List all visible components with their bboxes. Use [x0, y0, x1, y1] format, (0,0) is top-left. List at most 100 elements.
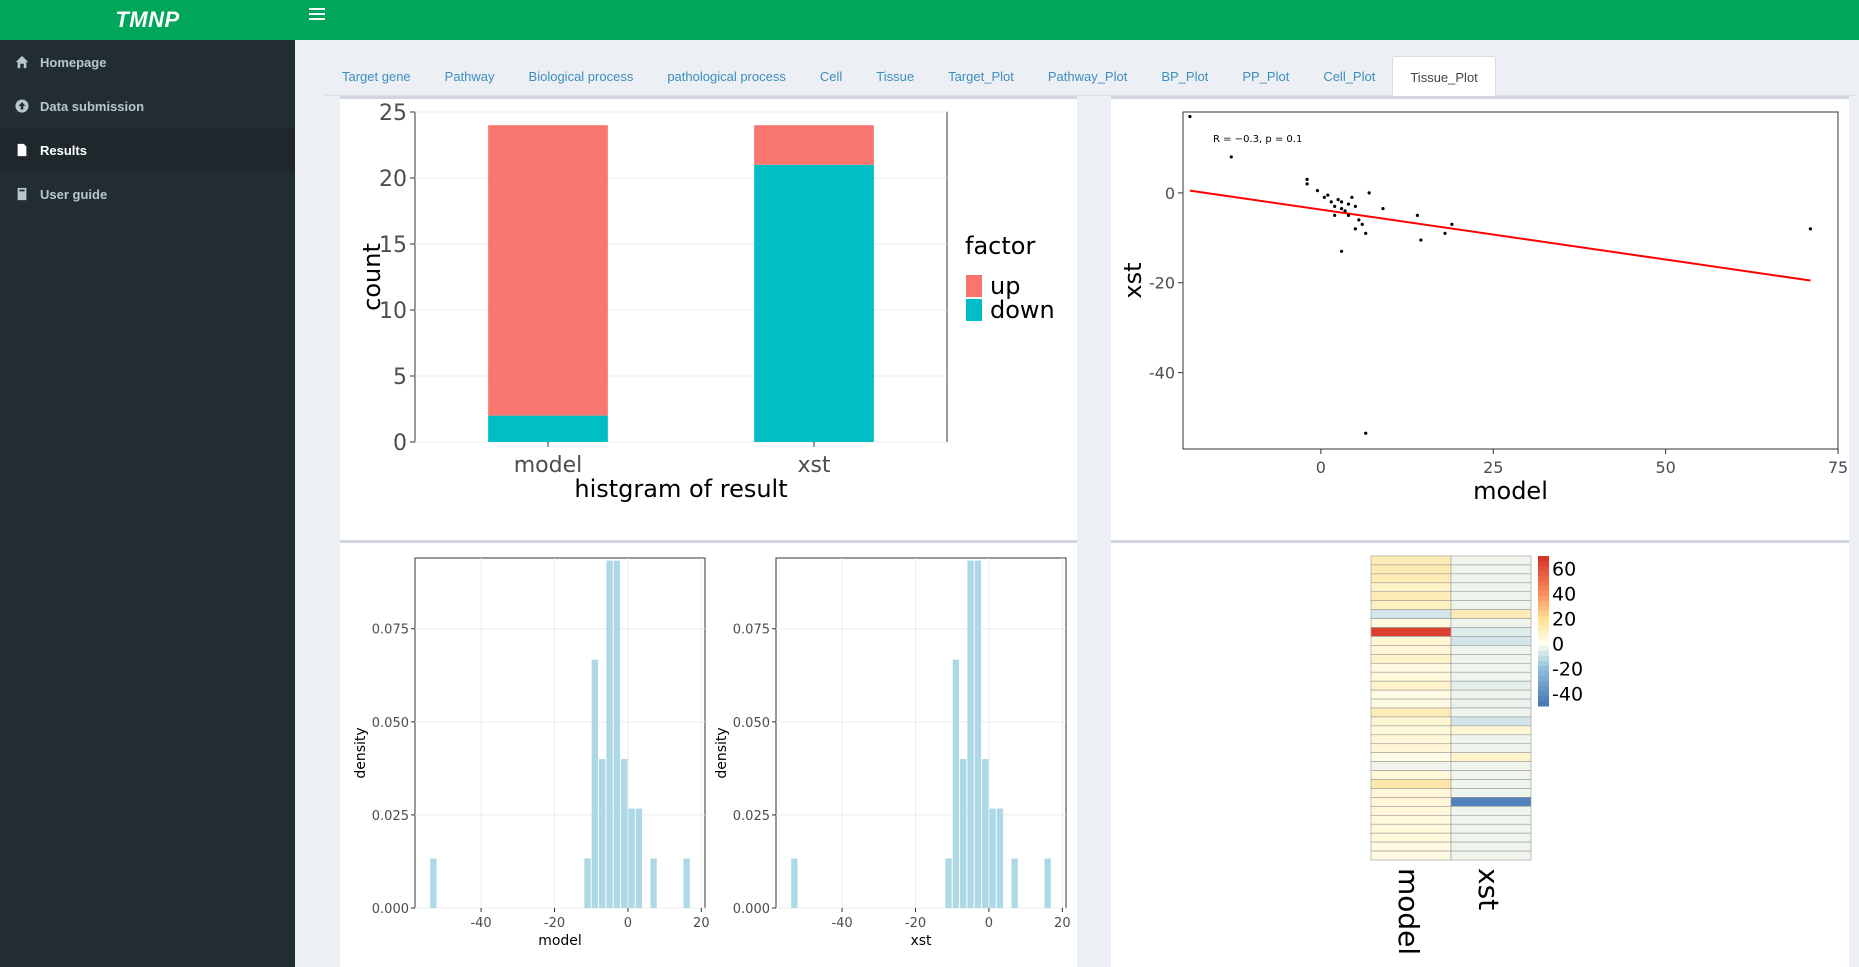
y-tick-label: 10	[379, 299, 407, 324]
scatter-point	[1343, 209, 1347, 213]
home-icon	[14, 54, 30, 70]
plot-area	[414, 557, 706, 909]
heatmap-cell	[1370, 725, 1452, 736]
scatter-point	[1339, 249, 1344, 253]
y-axis-title: count	[358, 243, 386, 311]
color-legend-step	[1538, 606, 1549, 612]
tab-target-plot[interactable]: Target_Plot	[948, 69, 1014, 84]
color-legend-step	[1538, 601, 1549, 607]
scatter-point	[1305, 182, 1309, 186]
scatter-point	[1326, 193, 1330, 197]
legend-swatch-down	[966, 299, 982, 321]
scatter-point	[1367, 191, 1371, 195]
scatter-point	[1315, 189, 1320, 193]
y-axis-title: density	[353, 727, 369, 778]
x-tick-label: 25	[1483, 458, 1503, 477]
sidebar-item-label: Results	[40, 142, 87, 158]
heatmap-cell	[1370, 707, 1452, 718]
color-legend-label: 60	[1552, 559, 1576, 581]
scatter-point	[1808, 227, 1813, 231]
y-tick-label: 0.050	[372, 716, 409, 731]
app-logo[interactable]: TMNP	[0, 0, 295, 40]
scatter-point	[1350, 195, 1354, 199]
sidebar-item-label: Homepage	[40, 54, 107, 70]
y-tick-label: 0.000	[372, 902, 409, 917]
tab-cell-plot[interactable]: Cell_Plot	[1323, 69, 1376, 84]
histogram-bar	[635, 808, 643, 908]
heatmap-cell	[1370, 564, 1452, 575]
legend-label: down	[990, 296, 1055, 324]
color-legend-step	[1538, 611, 1549, 617]
scatter-point	[1229, 155, 1233, 159]
bar-model-up	[488, 125, 608, 416]
legend-swatch-up	[966, 275, 982, 297]
tab-pathway[interactable]: Pathway	[444, 69, 495, 84]
histogram-bar	[650, 858, 657, 908]
scatter-point	[1353, 204, 1357, 208]
legend-title: factor	[965, 232, 1035, 260]
heatmap-cell	[1370, 555, 1452, 566]
heatmap-cell	[1370, 779, 1452, 789]
tab-bp-plot[interactable]: BP_Plot	[1161, 69, 1209, 84]
tab-target-gene[interactable]: Target gene	[342, 69, 411, 84]
upload-circle-icon	[14, 98, 30, 114]
y-tick-label: 15	[379, 233, 407, 258]
heatmap-cell	[1450, 841, 1532, 852]
tab-tissue-plot[interactable]: Tissue_Plot	[1392, 56, 1496, 96]
histogram-bar	[591, 659, 599, 908]
color-legend-step	[1538, 641, 1549, 647]
tab-pathway-plot[interactable]: Pathway_Plot	[1047, 69, 1128, 84]
scatter-point	[1305, 177, 1309, 181]
tab-tissue[interactable]: Tissue	[876, 69, 915, 84]
heatmap-cell	[1450, 627, 1532, 637]
y-tick-label: 0.050	[733, 716, 770, 731]
color-legend-step	[1538, 676, 1549, 682]
color-legend-step	[1538, 576, 1549, 582]
y-tick-label: -20	[1149, 274, 1175, 293]
color-legend-step	[1538, 631, 1549, 637]
regression-line	[1189, 189, 1811, 282]
y-tick-label: 25	[379, 101, 407, 126]
sidebar-item-results[interactable]: Results	[0, 128, 295, 172]
sidebar-item-label: User guide	[40, 186, 108, 202]
x-tick-label: -40	[470, 916, 491, 931]
scatter-point	[1339, 207, 1344, 211]
tab-pathological-process[interactable]: pathological process	[667, 69, 786, 84]
sidebar-item-user-guide[interactable]: User guide	[0, 172, 295, 216]
y-tick-label: 0	[1165, 184, 1175, 203]
y-tick-label: 0.075	[372, 623, 409, 638]
sidebar-toggle-icon[interactable]	[309, 8, 325, 22]
heatmap-cell	[1370, 654, 1452, 664]
heatmap-cell	[1450, 779, 1532, 789]
color-legend-step	[1538, 556, 1549, 562]
color-legend-label: 0	[1552, 634, 1564, 656]
heatmap-cell	[1450, 636, 1532, 646]
heatmap-cell	[1450, 680, 1532, 691]
color-legend-label: -40	[1552, 684, 1583, 706]
tab-biological-process[interactable]: Biological process	[528, 69, 634, 84]
heatmap-cell	[1450, 573, 1532, 584]
x-axis-title: xst	[910, 933, 932, 949]
heatmap-cell	[1450, 582, 1532, 593]
histogram-bar	[1044, 858, 1051, 908]
tab-pp-plot[interactable]: PP_Plot	[1242, 69, 1290, 84]
main-content: Target gene Pathway Biological process p…	[295, 40, 1859, 967]
sidebar-item-data-submission[interactable]: Data submission	[0, 84, 295, 128]
heatmap-cell	[1370, 761, 1452, 771]
histogram-bar	[1011, 858, 1018, 908]
color-legend-step	[1538, 566, 1549, 572]
heatmap-cell	[1370, 770, 1452, 780]
x-tick-label: -40	[831, 916, 852, 931]
histogram-bar	[621, 759, 628, 908]
sidebar-item-homepage[interactable]: Homepage	[0, 40, 295, 84]
scatter-point	[1381, 207, 1385, 211]
y-tick-label: 0.025	[733, 809, 770, 824]
scatter-point	[1336, 198, 1340, 202]
heatmap-cell	[1450, 662, 1532, 673]
x-tick-label: 75	[1828, 458, 1848, 477]
x-tick-label: 0	[624, 916, 632, 931]
color-legend-step	[1538, 596, 1549, 602]
x-axis-title: model	[1473, 477, 1548, 505]
tab-cell[interactable]: Cell	[819, 69, 843, 84]
x-tick-label: 0	[1316, 458, 1326, 477]
